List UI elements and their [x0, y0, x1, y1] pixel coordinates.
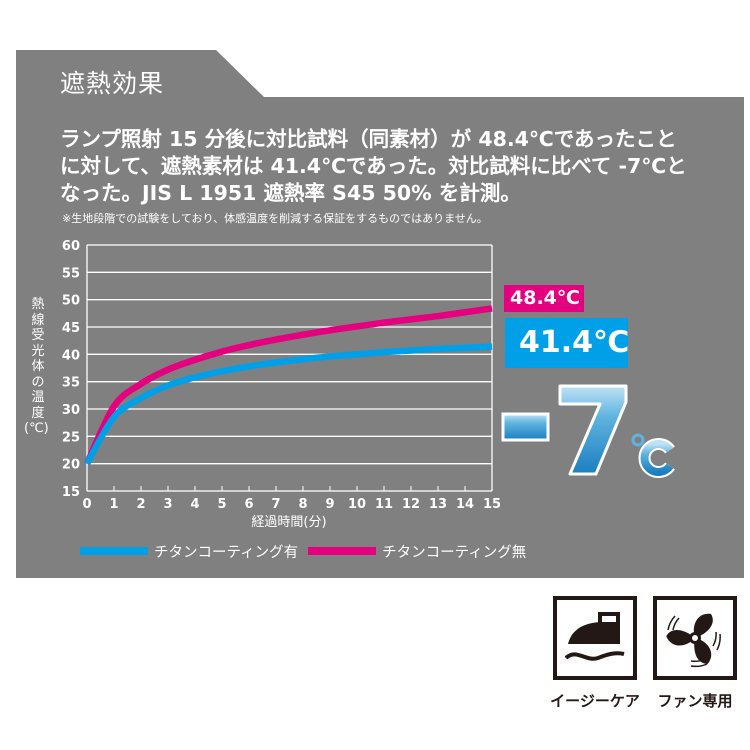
x-tick-label: 8 [298, 497, 307, 512]
legend-swatch-blue [80, 547, 148, 555]
y-tick-label: 45 [62, 321, 80, 336]
description-line: なった。JIS L 1951 遮熱率 S45 50% を計測。 [60, 181, 521, 205]
y-tick-label: 15 [62, 485, 80, 500]
y-tick-label: 55 [62, 266, 80, 281]
badge-with-coating-temp: 41.4℃ [505, 318, 629, 368]
legend-item-with-coating: チタンコーティング有 [80, 541, 298, 562]
x-tick-label: 12 [402, 497, 420, 512]
y-axis-title-char: 光 [31, 343, 45, 359]
legend-label: チタンコーティング無 [382, 544, 527, 561]
x-tick-label: 4 [190, 497, 199, 512]
x-tick-label: 3 [163, 497, 172, 512]
chart-series [84, 305, 493, 466]
legend-swatch-pink [308, 547, 377, 555]
minus-sign [501, 412, 550, 442]
x-tick-label: 15 [483, 497, 501, 512]
y-tick-label: 40 [62, 348, 80, 363]
chart-grid [86, 244, 493, 492]
y-axis-unit: (℃) [24, 421, 49, 436]
disclaimer-note: ※生地段階での試験をしており、体感温度を削減する保証をするものではありません。 [62, 212, 488, 225]
care-icon-easy-care: イージーケア [550, 596, 640, 711]
x-tick-label: 9 [325, 497, 334, 512]
iron-icon [553, 596, 637, 680]
description-line: ランプ照射 15 分後に対比試料（同素材）が 48.4℃であったこと [60, 127, 677, 151]
x-tick-label: 1 [109, 497, 118, 512]
x-axis-ticks: 0 1 2 3 4 5 6 7 8 9 10 11 12 13 14 15 [82, 486, 501, 512]
y-axis-title: 熱線受光体の温度 [30, 297, 46, 421]
y-tick-label: 50 [62, 294, 80, 309]
series-line [84, 305, 493, 466]
x-tick-label: 7 [271, 497, 280, 512]
badge-without-coating-temp: 48.4℃ [504, 285, 584, 312]
x-tick-label: 0 [82, 497, 91, 512]
y-tick-label: 35 [62, 376, 80, 391]
description: ランプ照射 15 分後に対比試料（同素材）が 48.4℃であったこと に対して、… [60, 126, 710, 207]
care-icon-label: ファン専用 [657, 692, 733, 710]
y-tick-label: 25 [62, 430, 80, 445]
celsius-symbol [640, 440, 674, 476]
x-tick-label: 14 [456, 497, 474, 512]
x-tick-label: 11 [375, 497, 393, 512]
y-axis-title-char: の [31, 374, 45, 390]
y-tick-label: 20 [62, 458, 80, 473]
y-tick-label: 60 [62, 239, 80, 254]
y-axis-title-char: 体 [31, 359, 45, 374]
digit-seven [558, 384, 628, 476]
temperature-difference-graphic [501, 384, 675, 478]
y-axis-title-char: 温 [31, 390, 45, 405]
care-icons: イージーケア ファン専 [550, 596, 737, 711]
legend-item-without-coating: チタンコーティング無 [308, 541, 526, 562]
x-tick-label: 13 [429, 497, 447, 512]
panel-title: 遮熱効果 [60, 69, 165, 98]
fan-icon [653, 596, 737, 680]
chart-legend: チタンコーティング有 チタンコーティング無 [80, 540, 536, 562]
y-axis-ticks: 15 20 25 30 35 40 45 50 55 60 [62, 239, 80, 500]
care-icon-fan-only: ファン専用 [653, 596, 737, 711]
y-axis-title-char: 受 [31, 328, 45, 343]
y-axis-title-char: 線 [31, 312, 45, 328]
x-tick-label: 5 [217, 497, 226, 512]
x-tick-label: 6 [244, 497, 253, 512]
x-axis-title: 経過時間(分) [251, 515, 326, 530]
x-tick-label: 2 [136, 497, 145, 512]
description-line: に対して、遮熱素材は 41.4℃であった。対比試料に比べて -7℃と [60, 154, 687, 178]
series-line [84, 343, 493, 466]
care-icon-label: イージーケア [550, 692, 640, 710]
y-tick-label: 30 [62, 403, 80, 418]
legend-label: チタンコーティング有 [154, 544, 299, 561]
x-tick-label: 10 [348, 497, 366, 512]
y-axis-title-char: 熱 [31, 297, 45, 312]
y-axis-title-char: 度 [31, 405, 45, 421]
